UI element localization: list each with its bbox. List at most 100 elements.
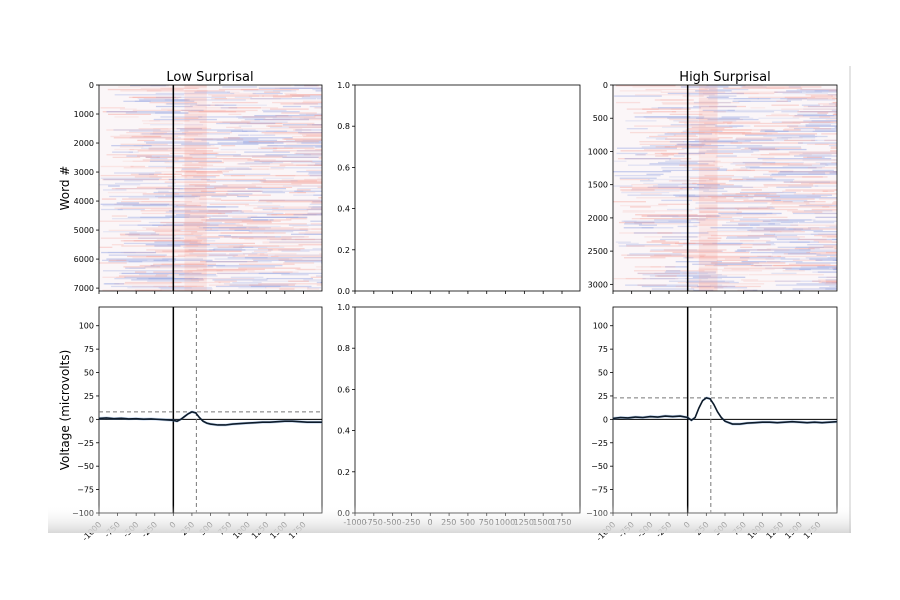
heatmap-positive-band	[698, 108, 718, 112]
heatmap-row-segment	[267, 238, 287, 241]
y-tick-label: −25	[591, 439, 608, 448]
heatmap-row-segment	[741, 189, 762, 191]
heatmap-row-segment	[803, 120, 837, 122]
heatmap-row-segment	[697, 285, 736, 288]
heatmap-row-segment	[254, 118, 310, 121]
heatmap-row-segment	[750, 142, 780, 144]
heatmap-row-segment	[739, 219, 812, 221]
heatmap-row-segment	[650, 255, 705, 258]
title-low-surprisal: Low Surprisal	[166, 70, 253, 85]
heatmap-row-segment	[130, 165, 146, 168]
heatmap-row-segment	[684, 122, 725, 125]
heatmap-row-segment	[781, 121, 837, 123]
heatmap-row-segment	[112, 151, 133, 153]
heatmap-row-segment	[119, 134, 198, 136]
heatmap-positive-band	[698, 158, 718, 161]
heatmap-row-segment	[266, 236, 281, 238]
heatmap-row-segment	[266, 144, 278, 147]
heatmap-row-segment	[827, 94, 837, 96]
heatmap-row-segment	[822, 206, 837, 208]
heatmap-row-segment	[296, 164, 322, 166]
heatmap-row-segment	[214, 258, 290, 260]
heatmap-row-segment	[664, 146, 678, 148]
heatmap-row-segment	[826, 281, 837, 284]
heatmap-row-segment	[718, 212, 782, 215]
heatmap-row-segment	[131, 285, 197, 288]
heatmap-positive-band	[698, 147, 718, 151]
heatmap-row-segment	[709, 227, 787, 229]
heatmap-row-segment	[215, 155, 287, 157]
heatmap-row-segment	[753, 125, 799, 127]
heatmap-positive-band	[184, 152, 207, 156]
heatmap-row-segment	[142, 159, 179, 161]
heatmap-row-segment	[180, 277, 255, 280]
heatmap-row-segment	[789, 151, 837, 153]
heatmap-positive-band	[698, 160, 718, 164]
heatmap-row-segment	[307, 212, 322, 215]
heatmap-row-segment	[693, 105, 737, 108]
heatmap-row-segment	[696, 117, 740, 119]
heatmap-row-segment	[158, 197, 174, 199]
heatmap-row-segment	[686, 280, 725, 282]
heatmap-row-segment	[150, 233, 203, 235]
heatmap-row-segment	[315, 107, 322, 109]
heatmap-row-segment	[259, 180, 317, 182]
heatmap-positive-band	[184, 124, 207, 127]
heatmap-row-segment	[780, 221, 799, 224]
heatmap-row-segment	[792, 121, 834, 123]
heatmap-row-segment	[251, 182, 322, 185]
heatmap-row-segment	[649, 135, 698, 138]
heatmap-row-segment	[799, 249, 837, 251]
heatmap-row-segment	[320, 281, 322, 284]
heatmap-row-segment	[743, 199, 775, 202]
heatmap-row-segment	[238, 125, 252, 127]
heatmap-positive-band	[698, 165, 718, 169]
heatmap-row-segment	[162, 250, 243, 252]
heatmap-row-segment	[148, 221, 222, 224]
heatmap-row-segment	[262, 191, 286, 194]
heatmap-row-segment	[661, 199, 693, 202]
heatmap-row-segment	[143, 135, 161, 138]
heatmap-row-segment	[809, 182, 837, 185]
heatmap-row-segment	[299, 113, 322, 115]
heatmap-row-segment	[825, 251, 837, 254]
heatmap-row-segment	[208, 210, 239, 212]
heatmap-positive-band	[698, 144, 718, 148]
heatmap-row-segment	[99, 184, 141, 186]
heatmap-row-segment	[806, 156, 825, 159]
heatmap-row-segment	[703, 190, 728, 192]
heatmap-row-segment	[641, 227, 674, 229]
heatmap-row-segment	[214, 280, 237, 282]
heatmap-row-segment	[279, 87, 322, 89]
heatmap-row-segment	[739, 240, 771, 242]
heatmap-row-segment	[236, 225, 281, 228]
heatmap-row-segment	[657, 184, 706, 186]
heatmap-row-segment	[736, 146, 802, 148]
heatmap-positive-band	[184, 168, 207, 172]
heatmap-row-segment	[173, 195, 201, 198]
heatmap-row-segment	[197, 104, 211, 106]
heatmap-row-segment	[120, 207, 180, 209]
heatmap-row-segment	[655, 155, 669, 157]
heatmap-row-segment	[635, 154, 646, 156]
heatmap-row-segment	[227, 190, 304, 192]
heatmap-row-segment	[247, 159, 260, 161]
heatmap-row-segment	[740, 249, 790, 251]
heatmap-row-segment	[318, 197, 322, 199]
heatmap-row-segment	[820, 163, 837, 165]
heatmap-row-segment	[208, 254, 238, 256]
heatmap-row-segment	[834, 112, 837, 114]
heatmap-row-segment	[160, 116, 203, 118]
heatmap-row-segment	[831, 161, 837, 164]
heatmap-row-segment	[709, 105, 746, 108]
heatmap-row-segment	[833, 101, 837, 104]
heatmap-row-segment	[667, 117, 704, 119]
heatmap-row-segment	[290, 180, 322, 182]
heatmap-row-segment	[769, 163, 827, 165]
heatmap-row-segment	[654, 272, 716, 275]
heatmap-row-segment	[697, 184, 720, 186]
heatmap-row-segment	[636, 154, 701, 156]
heatmap-row-segment	[150, 264, 226, 267]
heatmap-positive-band	[184, 272, 207, 276]
heatmap-row-segment	[289, 191, 306, 194]
